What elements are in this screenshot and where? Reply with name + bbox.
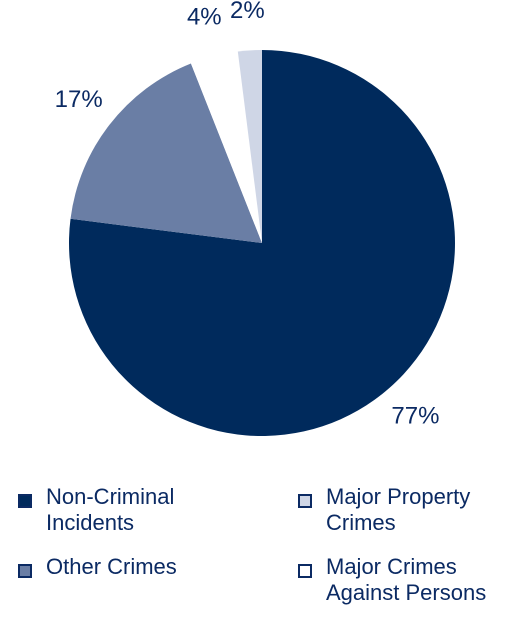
legend-item-major-persons: Major Crimes Against Persons bbox=[298, 554, 486, 606]
data-label-non-criminal-incidents: 77% bbox=[391, 402, 439, 429]
chart-legend: Non-Criminal Incidents Major Property Cr… bbox=[0, 470, 531, 629]
legend-item-other-crimes: Other Crimes bbox=[18, 554, 177, 580]
legend-item-major-property: Major Property Crimes bbox=[298, 484, 470, 536]
pie-slice-non-criminal-incidents bbox=[68, 50, 455, 436]
legend-swatch-other-crimes bbox=[18, 564, 32, 578]
legend-label-major-property: Major Property Crimes bbox=[326, 484, 471, 535]
legend-label-other-crimes: Other Crimes bbox=[46, 554, 177, 579]
pie-chart: 77% 17% 4% 2% bbox=[55, 0, 455, 436]
data-label-other-crimes: 17% bbox=[55, 86, 103, 113]
legend-swatch-major-persons bbox=[298, 564, 312, 578]
legend-swatch-major-property bbox=[298, 494, 312, 508]
data-label-major-property-crimes: 2% bbox=[230, 0, 265, 24]
pie-slice-major-crimes-against-persons bbox=[190, 51, 262, 243]
legend-label-major-persons: Major Crimes Against Persons bbox=[326, 554, 487, 605]
legend-label-non-criminal: Non-Criminal Incidents bbox=[46, 484, 175, 535]
data-label-major-crimes-against-persons: 4% bbox=[187, 4, 222, 31]
legend-swatch-non-criminal bbox=[18, 494, 32, 508]
pie-slice-other-crimes bbox=[70, 63, 263, 243]
pie-slice-major-property-crimes bbox=[237, 50, 262, 243]
legend-item-non-criminal: Non-Criminal Incidents bbox=[18, 484, 174, 536]
